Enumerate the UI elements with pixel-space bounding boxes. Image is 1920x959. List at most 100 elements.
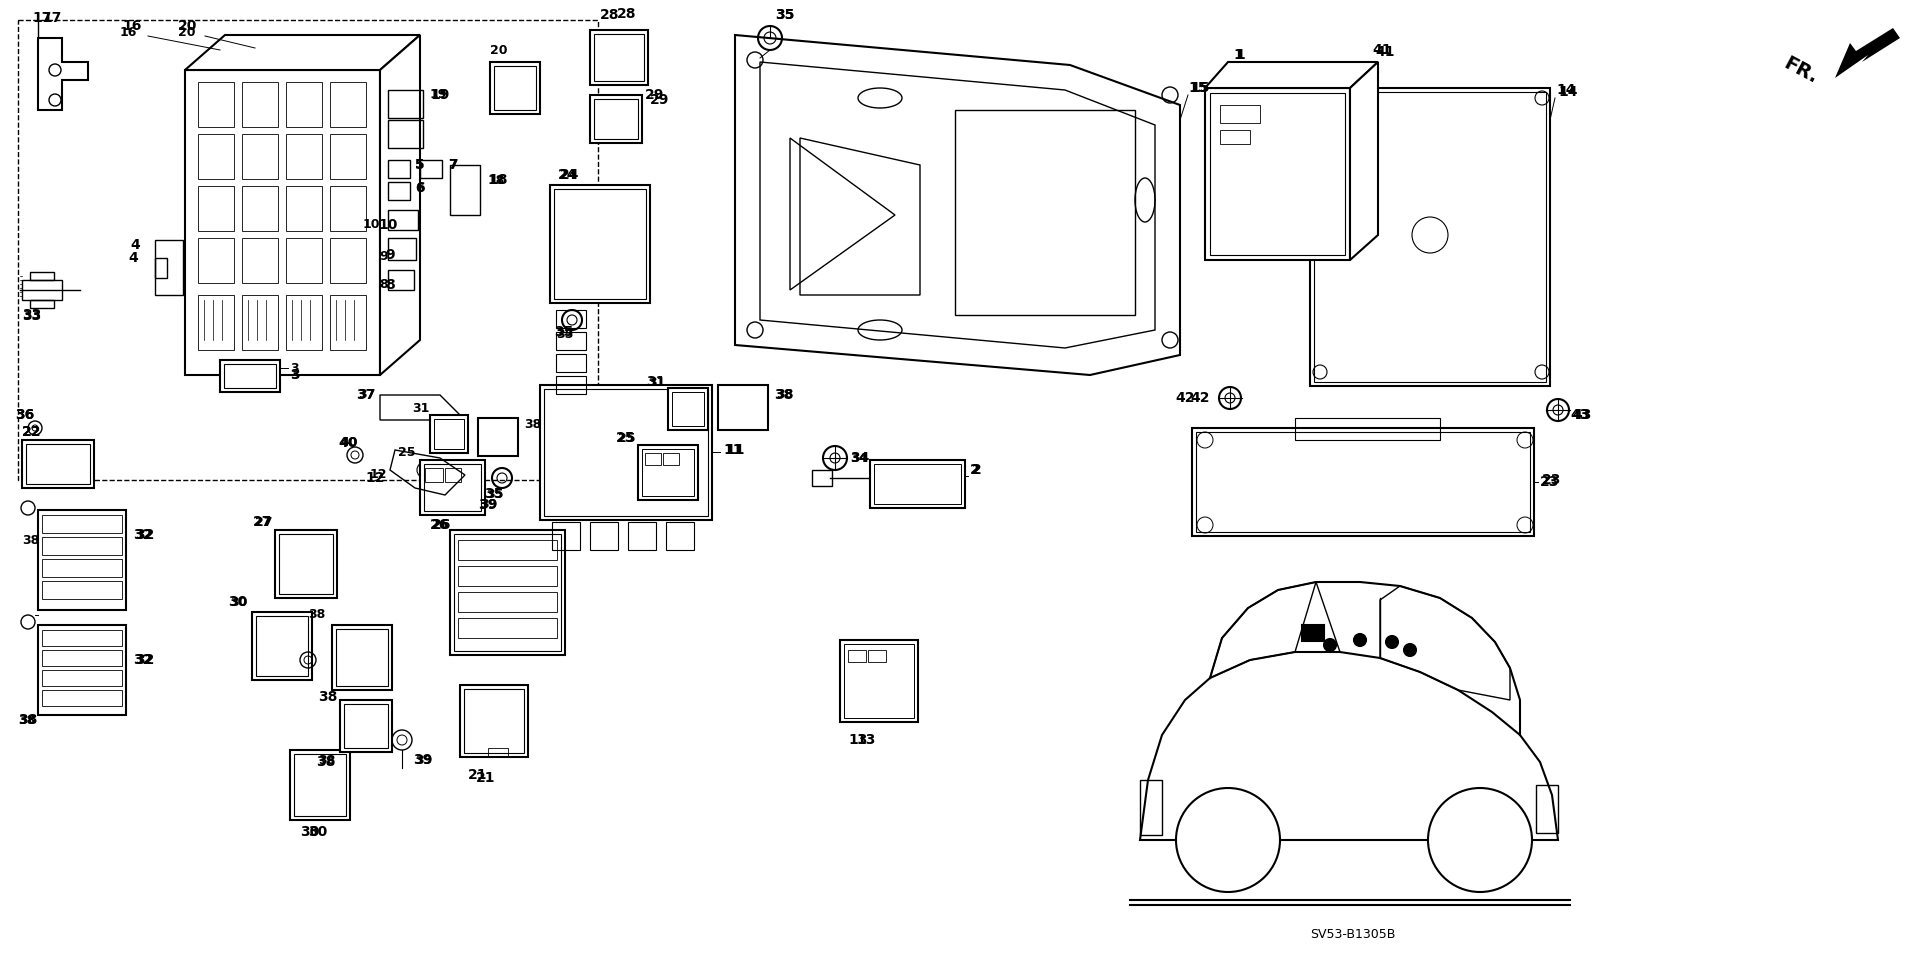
Text: 35: 35 bbox=[555, 325, 574, 339]
Text: 40: 40 bbox=[338, 436, 357, 450]
Bar bbox=[1206, 88, 1350, 260]
Bar bbox=[184, 70, 380, 375]
Polygon shape bbox=[38, 38, 88, 110]
Bar bbox=[557, 354, 586, 372]
Polygon shape bbox=[1836, 28, 1901, 78]
Bar bbox=[459, 592, 557, 612]
Text: 15: 15 bbox=[1188, 81, 1208, 95]
Text: 4: 4 bbox=[131, 238, 140, 252]
Polygon shape bbox=[1206, 62, 1379, 88]
Bar bbox=[198, 295, 234, 350]
Bar bbox=[449, 530, 564, 655]
Bar bbox=[42, 515, 123, 533]
Bar bbox=[870, 460, 966, 508]
Text: 30: 30 bbox=[307, 825, 326, 839]
Bar bbox=[645, 453, 660, 465]
Bar bbox=[294, 754, 346, 816]
Bar bbox=[31, 300, 54, 308]
Text: 38: 38 bbox=[317, 755, 336, 769]
Text: 1: 1 bbox=[1233, 48, 1242, 62]
Bar bbox=[488, 748, 509, 756]
Text: 19: 19 bbox=[430, 88, 447, 102]
Bar bbox=[255, 616, 307, 676]
Bar bbox=[641, 449, 693, 496]
Text: 11: 11 bbox=[724, 443, 743, 457]
Bar bbox=[242, 134, 278, 179]
Bar bbox=[449, 165, 480, 215]
Text: 35: 35 bbox=[776, 8, 795, 22]
Bar bbox=[637, 445, 699, 500]
Bar bbox=[593, 34, 643, 81]
Bar bbox=[242, 295, 278, 350]
Text: 16: 16 bbox=[119, 26, 138, 38]
Bar bbox=[388, 210, 419, 230]
Text: 38: 38 bbox=[17, 713, 35, 727]
Text: 4: 4 bbox=[129, 251, 138, 265]
Bar bbox=[553, 522, 580, 550]
Bar bbox=[557, 376, 586, 394]
Text: 40: 40 bbox=[340, 436, 357, 450]
Text: 38: 38 bbox=[307, 609, 324, 621]
Text: 38: 38 bbox=[776, 388, 793, 402]
Bar bbox=[388, 120, 422, 148]
Text: 39: 39 bbox=[413, 753, 432, 767]
Bar bbox=[330, 186, 367, 231]
Text: 17: 17 bbox=[42, 11, 61, 25]
Bar bbox=[42, 690, 123, 706]
Text: 20: 20 bbox=[179, 26, 196, 38]
Bar bbox=[1536, 785, 1557, 833]
Text: 38: 38 bbox=[774, 388, 793, 402]
Bar bbox=[252, 612, 311, 680]
Bar bbox=[628, 522, 657, 550]
Bar bbox=[42, 537, 123, 555]
Text: 43: 43 bbox=[1572, 408, 1592, 422]
Text: 11: 11 bbox=[726, 443, 745, 457]
Bar bbox=[21, 280, 61, 300]
Text: 39: 39 bbox=[415, 754, 432, 766]
Bar bbox=[330, 134, 367, 179]
Bar bbox=[42, 581, 123, 599]
Bar bbox=[38, 510, 127, 610]
Circle shape bbox=[1325, 639, 1336, 651]
Text: 26: 26 bbox=[432, 518, 451, 532]
Text: SV53-B1305B: SV53-B1305B bbox=[1309, 928, 1396, 942]
Bar bbox=[221, 360, 280, 392]
Text: 15: 15 bbox=[1190, 81, 1210, 95]
Text: 29: 29 bbox=[651, 93, 670, 107]
Text: 25: 25 bbox=[618, 432, 636, 445]
Circle shape bbox=[1428, 788, 1532, 892]
Bar bbox=[459, 618, 557, 638]
Text: 27: 27 bbox=[255, 516, 273, 528]
Bar bbox=[198, 186, 234, 231]
Bar bbox=[1294, 418, 1440, 440]
Bar bbox=[242, 82, 278, 127]
Text: 33: 33 bbox=[21, 308, 40, 322]
Bar bbox=[557, 310, 586, 328]
Text: 32: 32 bbox=[132, 528, 152, 542]
Text: 23: 23 bbox=[1540, 475, 1559, 489]
Text: 39: 39 bbox=[480, 499, 497, 511]
Text: 10: 10 bbox=[378, 218, 397, 232]
Bar bbox=[461, 685, 528, 757]
Bar bbox=[662, 453, 680, 465]
Text: 25: 25 bbox=[397, 446, 415, 458]
Text: 38: 38 bbox=[524, 418, 541, 432]
Bar bbox=[332, 625, 392, 690]
Bar bbox=[242, 186, 278, 231]
Text: 38: 38 bbox=[319, 690, 338, 704]
Text: 29: 29 bbox=[645, 88, 664, 102]
Text: 26: 26 bbox=[430, 518, 449, 532]
Bar bbox=[1210, 93, 1346, 255]
Text: 33: 33 bbox=[21, 309, 40, 323]
Text: 13: 13 bbox=[856, 733, 876, 747]
Text: 7: 7 bbox=[447, 158, 457, 172]
Bar bbox=[42, 559, 123, 577]
Bar bbox=[589, 95, 641, 143]
Text: FR.: FR. bbox=[1780, 54, 1822, 87]
Text: 35: 35 bbox=[776, 8, 795, 22]
Bar bbox=[286, 82, 323, 127]
Bar bbox=[21, 440, 94, 488]
Text: 39: 39 bbox=[478, 498, 497, 512]
Text: 20: 20 bbox=[490, 43, 507, 57]
Bar bbox=[198, 238, 234, 283]
